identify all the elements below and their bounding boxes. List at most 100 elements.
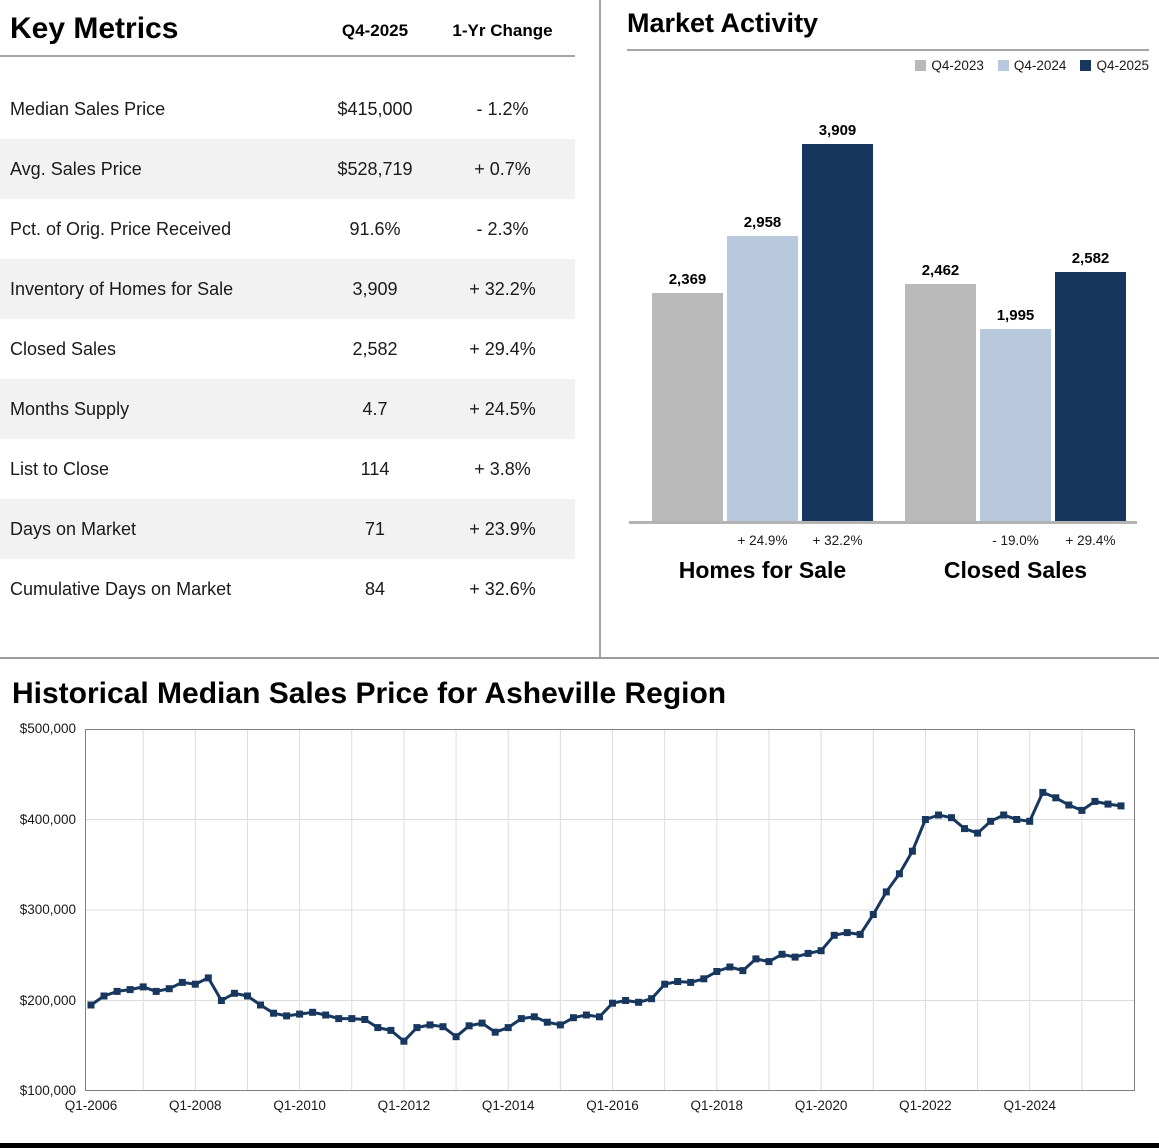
data-point-marker: [856, 930, 864, 938]
x-axis-tick-label: Q1-2022: [899, 1098, 952, 1113]
data-point-marker: [661, 980, 669, 988]
legend-item: Q4-2025: [1080, 58, 1149, 73]
plot-border: [85, 729, 1135, 1091]
data-point-marker: [374, 1024, 382, 1032]
legend-item: Q4-2024: [997, 58, 1066, 73]
data-point-marker: [204, 974, 212, 982]
data-point-marker: [139, 983, 147, 991]
data-point-marker: [413, 1024, 421, 1032]
metric-change: + 29.4%: [469, 338, 536, 359]
data-point-marker: [713, 968, 721, 975]
data-point-marker: [1117, 802, 1125, 810]
data-point-marker: [961, 825, 968, 833]
metric-value: 84: [364, 578, 386, 599]
x-axis-tick-label: Q1-2014: [481, 1098, 535, 1113]
data-point-marker: [869, 911, 877, 918]
data-point-marker: [335, 1015, 343, 1023]
key-metrics-panel: Key Metrics Q4-2025 1-Yr Change Median S…: [0, 0, 601, 657]
metric-label: Cumulative Days on Market: [10, 578, 232, 599]
data-point-marker: [935, 811, 942, 819]
bar-column: 2,369: [652, 270, 723, 521]
data-point-marker: [1013, 816, 1021, 823]
data-point-marker: [517, 1015, 525, 1023]
percent-change-label: + 32.2%: [812, 533, 863, 548]
metric-change: + 23.9%: [469, 518, 536, 539]
metric-label: Months Supply: [10, 398, 130, 419]
data-point-marker: [596, 1013, 603, 1021]
data-point-marker: [778, 950, 786, 958]
metric-label: Median Sales Price: [10, 98, 166, 119]
group-bars: 2,462 1,995 2,582: [905, 81, 1126, 521]
data-point-marker: [178, 978, 186, 986]
metric-value: 2,582: [352, 338, 398, 359]
data-point-marker: [100, 992, 108, 1000]
bar-column: 1,995: [980, 307, 1051, 521]
legend-swatch: [997, 60, 1009, 71]
table-row: Months Supply 4.7 + 24.5%: [0, 379, 575, 439]
line-chart-plot: [85, 729, 1135, 1091]
metric-value: $528,719: [337, 158, 413, 179]
historical-price-panel: Historical Median Sales Price for Ashevi…: [0, 659, 1159, 1131]
data-point-marker: [361, 1016, 369, 1023]
bar: [980, 328, 1051, 521]
metric-change: - 2.3%: [476, 218, 529, 239]
data-point-marker: [739, 967, 747, 975]
data-point-marker: [908, 847, 916, 855]
metric-label: Pct. of Orig. Price Received: [10, 218, 232, 239]
metric-label: List to Close: [10, 458, 110, 479]
column-header-change: 1-Yr Change: [452, 21, 553, 40]
table-row: Inventory of Homes for Sale 3,909 + 32.2%: [0, 259, 575, 319]
data-point-marker: [1052, 794, 1060, 802]
bar-chart-baseline: [629, 521, 1137, 524]
metric-change: + 32.2%: [469, 278, 536, 299]
bar-column: 2,462: [905, 262, 976, 521]
data-point-marker: [504, 1024, 512, 1032]
data-point-marker: [582, 1011, 590, 1019]
data-point-marker: [296, 1010, 304, 1018]
data-point-marker: [1039, 788, 1047, 796]
percent-change-label: [905, 533, 976, 550]
table-row: List to Close 114 + 3.8%: [0, 439, 575, 499]
table-row: Avg. Sales Price $528,719 + 0.7%: [0, 139, 575, 199]
metric-label: Inventory of Homes for Sale: [10, 278, 234, 299]
x-axis-tick-label: Q1-2010: [273, 1098, 326, 1113]
y-axis-tick-label: $300,000: [19, 902, 76, 917]
group-bars: 2,369 2,958 3,909: [652, 81, 873, 521]
data-point-marker: [674, 978, 682, 985]
bar-value-label: 2,369: [668, 270, 707, 288]
data-point-marker: [530, 1013, 538, 1021]
bar-value-label: 2,462: [921, 261, 960, 279]
historical-chart-title: Historical Median Sales Price for Ashevi…: [12, 677, 727, 710]
metric-label: Closed Sales: [10, 338, 117, 359]
legend-item: Q4-2023: [915, 58, 984, 73]
legend-swatch: [915, 60, 927, 71]
data-point-marker: [452, 1033, 460, 1041]
bar: [652, 292, 723, 521]
bar: [802, 144, 873, 521]
x-axis-tick-label: Q1-2008: [169, 1098, 222, 1113]
data-point-marker: [882, 888, 890, 896]
legend-swatch: [1080, 60, 1092, 71]
data-point-marker: [543, 1018, 551, 1026]
market-activity-title: Market Activity: [627, 8, 1149, 51]
percent-change-label: - 19.0%: [992, 533, 1039, 548]
data-point-marker: [1104, 800, 1112, 808]
data-point-marker: [974, 829, 982, 837]
metric-value: $415,000: [337, 98, 413, 119]
data-point-marker: [217, 997, 225, 1004]
column-header-period: Q4-2025: [341, 21, 409, 40]
bar-group: 2,369 2,958 3,909 + 24.9% + 32.2% Homes for S…: [652, 81, 873, 584]
x-axis-tick-label: Q1-2012: [377, 1098, 431, 1113]
bar-chart: 2,369 2,958 3,909 + 24.9% + 32.2% Homes for S…: [627, 81, 1149, 584]
data-point-marker: [648, 995, 656, 1003]
bar: [905, 283, 976, 521]
data-point-marker: [1091, 797, 1099, 805]
y-axis-tick-label: $100,000: [19, 1083, 76, 1098]
metric-change: - 1.2%: [476, 98, 529, 119]
data-point-marker: [165, 985, 173, 993]
metric-value: 3,909: [352, 278, 398, 299]
bar-groups: 2,369 2,958 3,909 + 24.9% + 32.2% Homes for S…: [627, 81, 1149, 584]
bar: [727, 235, 798, 521]
data-point-marker: [439, 1023, 447, 1031]
data-point-marker: [830, 931, 838, 939]
